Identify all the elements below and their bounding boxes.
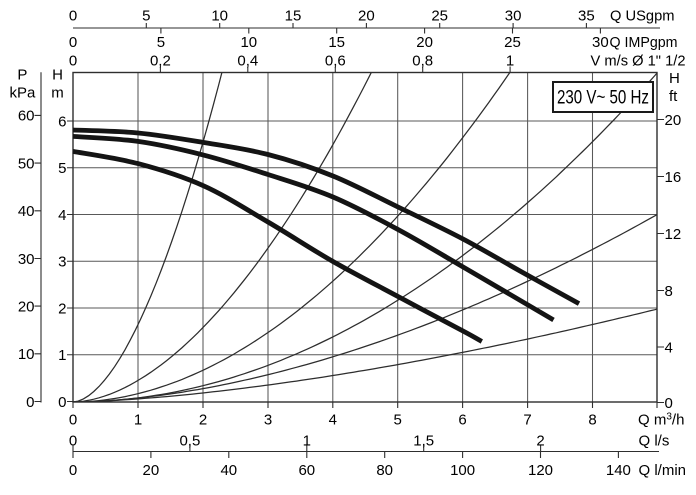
svg-text:kPa: kPa: [9, 84, 36, 101]
svg-text:40: 40: [220, 462, 237, 479]
svg-text:0,8: 0,8: [412, 52, 433, 69]
svg-text:7: 7: [523, 412, 531, 429]
svg-text:6: 6: [58, 113, 66, 130]
svg-text:20: 20: [18, 298, 35, 315]
svg-text:0: 0: [58, 394, 66, 411]
svg-text:60: 60: [298, 462, 315, 479]
svg-text:4: 4: [58, 207, 66, 224]
svg-text:10: 10: [211, 7, 228, 24]
svg-text:4: 4: [329, 412, 337, 429]
svg-text:0: 0: [69, 52, 77, 69]
svg-text:Q IMPgpm: Q IMPgpm: [610, 34, 678, 51]
svg-text:10: 10: [18, 346, 35, 363]
svg-text:Q l/s: Q l/s: [639, 432, 670, 449]
svg-text:20: 20: [665, 112, 682, 129]
svg-text:0: 0: [69, 432, 77, 449]
svg-text:30: 30: [18, 251, 35, 268]
svg-text:5: 5: [394, 412, 402, 429]
svg-text:0: 0: [665, 395, 673, 412]
svg-text:Q m3/h: Q m3/h: [638, 412, 684, 429]
svg-text:20: 20: [358, 7, 375, 24]
svg-text:Q USgpm: Q USgpm: [610, 7, 675, 24]
svg-text:0,5: 0,5: [179, 432, 200, 449]
svg-text:5: 5: [157, 34, 165, 51]
svg-text:H: H: [52, 66, 63, 83]
svg-text:0: 0: [69, 462, 77, 479]
svg-text:16: 16: [665, 169, 682, 186]
svg-text:0,4: 0,4: [237, 52, 258, 69]
svg-text:120: 120: [528, 462, 553, 479]
svg-text:140: 140: [606, 462, 631, 479]
svg-text:1: 1: [58, 347, 66, 364]
svg-text:10: 10: [240, 34, 257, 51]
svg-text:35: 35: [578, 7, 595, 24]
svg-text:60: 60: [18, 108, 35, 125]
svg-text:25: 25: [431, 7, 448, 24]
svg-text:P: P: [17, 66, 27, 83]
svg-text:40: 40: [18, 203, 35, 220]
svg-text:2: 2: [58, 300, 66, 317]
svg-text:8: 8: [588, 412, 596, 429]
svg-text:5: 5: [142, 7, 150, 24]
svg-text:3: 3: [264, 412, 272, 429]
svg-text:4: 4: [665, 339, 673, 356]
svg-text:25: 25: [504, 34, 521, 51]
svg-text:1: 1: [506, 52, 514, 69]
svg-text:0,6: 0,6: [325, 52, 346, 69]
svg-text:50: 50: [18, 155, 35, 172]
svg-text:20: 20: [143, 462, 160, 479]
svg-text:230 V~ 50 Hz: 230 V~ 50 Hz: [557, 88, 649, 109]
svg-text:m: m: [51, 84, 64, 101]
svg-text:V m/s Ø 1" 1/2: V m/s Ø 1" 1/2: [591, 52, 686, 69]
svg-text:1,5: 1,5: [413, 432, 434, 449]
svg-text:30: 30: [592, 34, 609, 51]
svg-text:0,2: 0,2: [150, 52, 171, 69]
svg-text:0: 0: [69, 34, 77, 51]
svg-text:1: 1: [134, 412, 142, 429]
svg-text:20: 20: [416, 34, 433, 51]
svg-text:80: 80: [376, 462, 393, 479]
svg-text:0: 0: [69, 412, 77, 429]
svg-text:30: 30: [505, 7, 522, 24]
svg-text:2: 2: [199, 412, 207, 429]
svg-text:15: 15: [285, 7, 302, 24]
svg-text:5: 5: [58, 160, 66, 177]
svg-text:6: 6: [458, 412, 466, 429]
svg-text:2: 2: [536, 432, 544, 449]
svg-text:0: 0: [69, 7, 77, 24]
svg-text:0: 0: [26, 394, 34, 411]
svg-text:15: 15: [328, 34, 345, 51]
svg-text:100: 100: [450, 462, 475, 479]
svg-text:H: H: [669, 70, 680, 87]
svg-text:12: 12: [665, 226, 682, 243]
svg-text:3: 3: [58, 254, 66, 271]
svg-text:ft: ft: [669, 88, 678, 105]
svg-text:Q l/min: Q l/min: [639, 462, 687, 479]
svg-text:1: 1: [303, 432, 311, 449]
svg-text:8: 8: [665, 283, 673, 300]
